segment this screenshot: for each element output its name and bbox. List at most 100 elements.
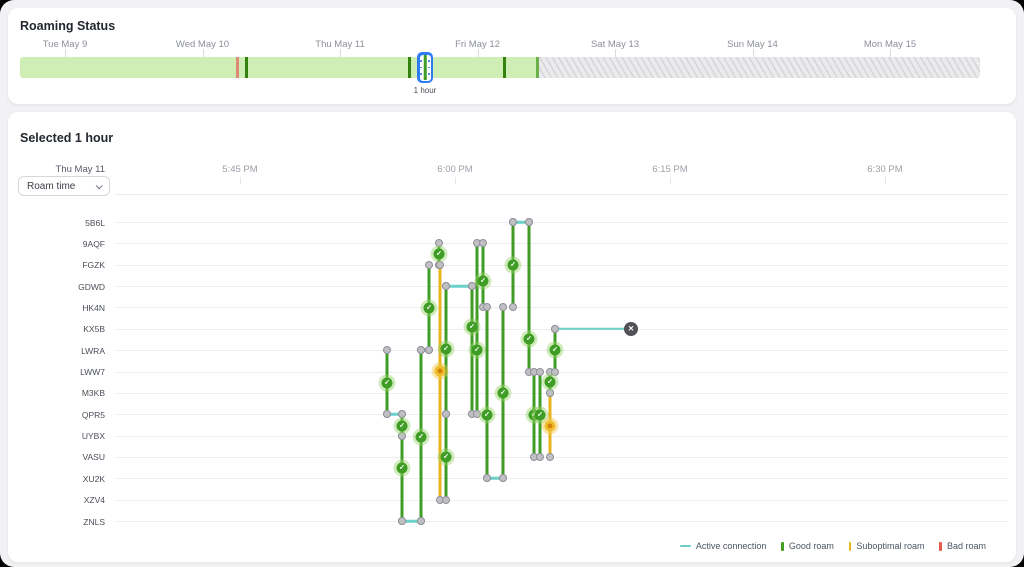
timeline-day-tick [65,49,66,57]
x-axis-label: 6:30 PM [867,164,903,175]
timeline-event-tick [245,57,248,78]
active-connection-line [402,519,421,523]
device-label: XU2K [82,473,105,484]
legend-item: Good roam [781,541,834,551]
endpoint-dot [536,367,544,376]
timeline-day-tick [615,49,616,57]
grid-line [115,286,1008,288]
device-label: LWRA [81,345,105,356]
roam-ok-badge: ✓ [466,321,478,333]
grid-line [115,264,1008,266]
active-connection-line [387,412,402,416]
slider-duration-label: 1 hour [413,86,437,95]
endpoint-dot [546,388,554,397]
roaming-timeline-bar[interactable] [20,57,980,78]
roam-ok-badge: ✓ [471,344,483,356]
timeline-event-tick [503,57,506,78]
roam-ok-badge: ✓ [396,462,408,474]
grid-line [115,350,1008,352]
endpoint-dot [442,282,450,291]
x-axis-tick [455,177,456,184]
timeline-event-tick [408,57,411,78]
timeline-day-label: Sat May 13 [590,39,640,50]
roam-ok-badge: ✓ [507,259,519,271]
endpoint-dot [509,218,517,226]
device-label: 9AQF [82,238,105,249]
timeline-day-label: Tue May 9 [42,39,88,50]
roam-warning-badge [544,420,556,432]
endpoint-dot [425,346,433,355]
endpoint-dot [546,452,554,461]
endpoint-dot [417,517,425,526]
grid-line-top [115,194,1008,195]
legend-label: Suboptimal roam [856,541,925,551]
device-label: QPR5 [81,409,105,420]
endpoint-dot [468,282,476,291]
legend-swatch [679,544,691,548]
grid-line [115,478,1008,480]
device-label: 5B6L [85,217,105,228]
roam-ok-badge: ✓ [497,387,509,399]
legend-label: Active connection [695,541,767,551]
endpoint-dot [417,346,425,355]
timeline-event-tick [236,57,239,78]
timeline-day-tick [752,49,754,57]
roam-ok-badge: ✓ [415,431,427,443]
endpoint-dot [525,218,533,226]
grid-line [115,499,1008,501]
device-label: UYBX [81,431,105,442]
roam-metric-dropdown[interactable]: Roam time [18,176,110,196]
disconnect-icon[interactable]: ✕ [624,321,638,336]
grid-line [115,307,1008,309]
grid-line [115,243,1008,245]
endpoint-dot [383,410,391,419]
roam-ok-badge: ✓ [528,409,540,421]
endpoint-dot [536,452,544,461]
slider-grip-right [428,60,430,75]
roam-ok-badge: ✓ [381,377,393,389]
grid-line [115,222,1008,223]
roam-segment [400,435,404,522]
endpoint-dot [473,410,481,419]
roam-ok-badge: ✓ [477,275,489,287]
grid-line [115,456,1008,458]
legend-label: Bad roam [946,541,986,551]
x-axis-tick [670,177,671,184]
grid-line [115,521,1008,523]
endpoint-dot [551,367,559,376]
legend-label: Good roam [788,541,834,551]
device-label: KX5B [83,324,105,335]
x-axis-tick [885,177,886,184]
roam-ok-badge: ✓ [396,420,408,432]
device-label: LWW7 [80,367,105,378]
endpoint-dot [398,517,406,526]
endpoint-dot [479,239,487,248]
roam-warning-badge [434,365,446,377]
timeline-day-label: Fri May 12 [455,39,500,50]
grid-line [115,371,1008,373]
slider-grip-left [420,60,422,75]
endpoint-dot [425,260,433,269]
slider-position-line [423,55,427,80]
endpoint-dot [442,410,450,419]
endpoint-dot [483,303,491,312]
endpoint-dot [499,474,507,483]
legend-item: Active connection [679,541,767,551]
legend-item: Bad roam [939,541,986,551]
timeline-day-tick [340,49,341,57]
active-connection-line [513,220,529,224]
endpoint-dot [383,346,391,355]
endpoint-dot [442,495,450,504]
endpoint-dot [398,431,406,440]
device-label: GDWD [78,281,105,292]
timeline-day-tick [477,49,479,57]
x-axis-tick [240,177,241,184]
timeline-slider-handle[interactable] [417,52,433,83]
endpoint-dot [435,239,443,248]
endpoint-dot [509,303,517,312]
device-label: ZNLS [83,516,105,527]
x-axis-label: 6:00 PM [437,164,473,175]
roam-ok-badge: ✓ [440,451,452,463]
